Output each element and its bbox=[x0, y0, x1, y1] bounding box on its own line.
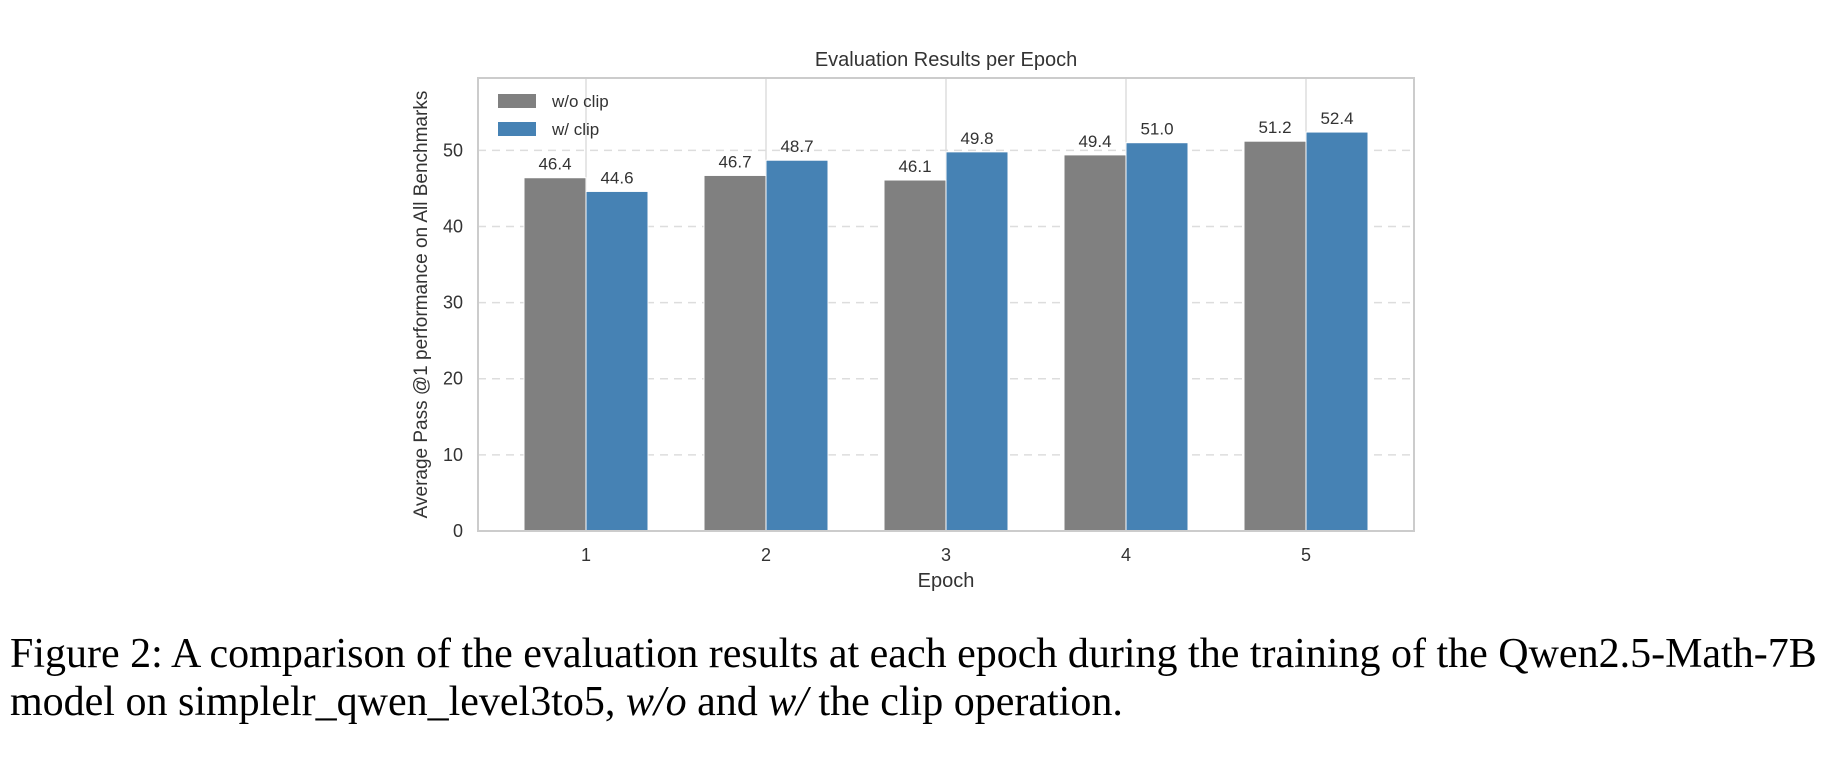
x-tick-label: 1 bbox=[581, 545, 591, 565]
bar-w-clip-epoch-2 bbox=[765, 159, 829, 532]
legend-swatch-w-clip bbox=[498, 122, 536, 136]
caption-wo: w/o bbox=[625, 679, 687, 725]
bar-w-clip-epoch-5 bbox=[1305, 131, 1369, 532]
y-tick-label: 30 bbox=[443, 293, 463, 313]
chart-canvas: 46.4 46.7 46.1 49.4 51.2 44.6 48.7 49.8 51.0 52.4… bbox=[411, 49, 1415, 592]
y-tick-label: 10 bbox=[443, 445, 463, 465]
bar-value-label: 48.7 bbox=[780, 137, 813, 156]
caption-and: and bbox=[686, 679, 769, 725]
bar-wo-clip-epoch-4 bbox=[1063, 154, 1127, 532]
y-tick-label: 20 bbox=[443, 369, 463, 389]
legend-swatch-wo-clip bbox=[498, 94, 536, 108]
y-axis-label: Average Pass @1 performance on All Bench… bbox=[411, 91, 432, 519]
caption-w: w/ bbox=[768, 679, 808, 725]
legend-label-wo-clip: w/o clip bbox=[551, 92, 609, 111]
bar-wo-clip-epoch-1 bbox=[523, 177, 587, 532]
bar-value-label: 44.6 bbox=[600, 168, 633, 187]
bar-value-label: 51.0 bbox=[1140, 120, 1173, 139]
bar-value-label: 46.4 bbox=[538, 155, 571, 174]
bar-wo-clip-epoch-5 bbox=[1243, 140, 1307, 532]
bar-w-clip-epoch-3 bbox=[945, 151, 1009, 532]
caption-prefix: Figure 2: A comparison of the evaluation… bbox=[10, 631, 1817, 725]
legend-label-w-clip: w/ clip bbox=[551, 120, 599, 139]
chart-title: Evaluation Results per Epoch bbox=[815, 49, 1077, 71]
bar-chart: 46.4 46.7 46.1 49.4 51.2 44.6 48.7 49.8 51.0 52.4… bbox=[411, 49, 1415, 592]
bar-value-label: 49.4 bbox=[1078, 132, 1111, 151]
bar-value-label: 51.2 bbox=[1258, 118, 1291, 137]
bar-wo-clip-epoch-2 bbox=[703, 174, 767, 532]
bar-value-label: 52.4 bbox=[1320, 109, 1353, 128]
bar-wo-clip-epoch-3 bbox=[883, 179, 947, 532]
x-axis-label: Epoch bbox=[918, 570, 975, 592]
bar-value-label: 46.7 bbox=[718, 152, 751, 171]
bar-value-label: 49.8 bbox=[960, 129, 993, 148]
figure-caption: Figure 2: A comparison of the evaluation… bbox=[10, 630, 1818, 726]
bar-value-label: 46.1 bbox=[898, 157, 931, 176]
y-tick-label: 50 bbox=[443, 140, 463, 160]
y-tick-label: 40 bbox=[443, 216, 463, 236]
x-tick-label: 3 bbox=[941, 545, 951, 565]
x-tick-label: 2 bbox=[761, 545, 771, 565]
caption-suffix: the clip operation. bbox=[807, 679, 1123, 725]
plot-frame bbox=[477, 77, 1415, 532]
y-tick-label: 0 bbox=[453, 521, 463, 541]
x-tick-label: 4 bbox=[1121, 545, 1131, 565]
bar-w-clip-epoch-4 bbox=[1125, 142, 1189, 532]
bar-w-clip-epoch-1 bbox=[585, 190, 649, 532]
x-tick-label: 5 bbox=[1301, 545, 1311, 565]
